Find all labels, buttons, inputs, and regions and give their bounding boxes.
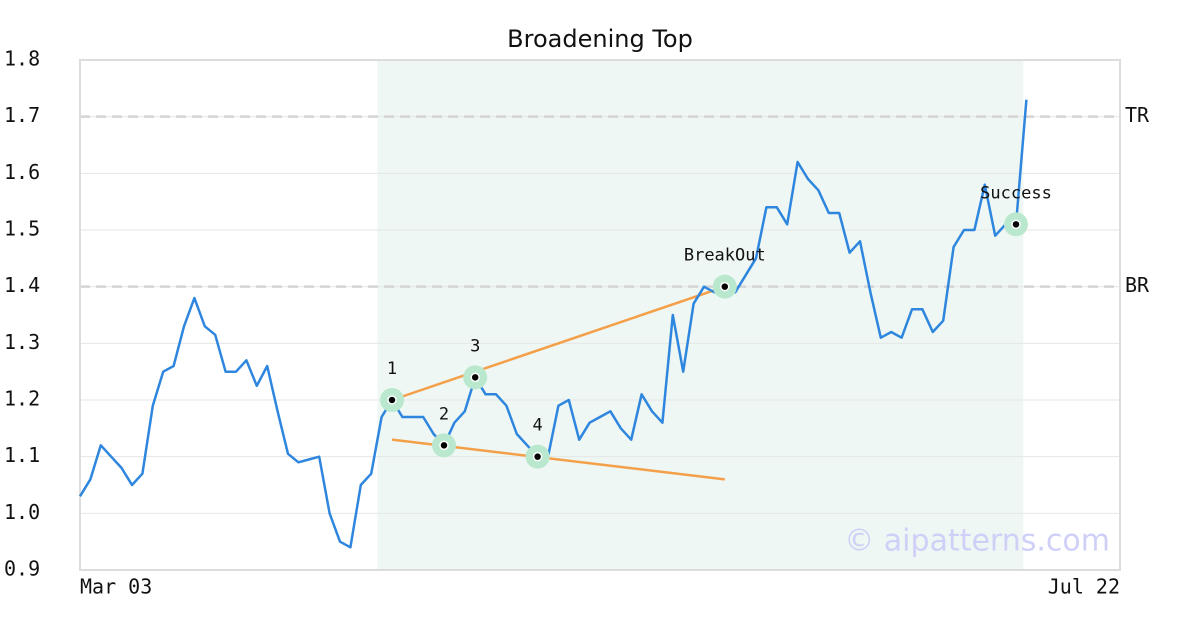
marker-label: BreakOut — [684, 246, 766, 266]
chart-title: Broadening Top — [507, 25, 693, 53]
x-tick-label: Mar 03 — [80, 575, 152, 599]
marker-label: Success — [980, 183, 1052, 203]
y-tick-label: 1.7 — [4, 103, 40, 127]
watermark: © aipatterns.com — [844, 524, 1110, 559]
marker-label: 3 — [470, 336, 480, 356]
y-tick-label: 1.3 — [4, 330, 40, 354]
plot-border — [79, 59, 1121, 571]
y-tick-label: 1.0 — [4, 500, 40, 524]
marker-dot — [439, 440, 449, 451]
marker-dot — [387, 395, 397, 405]
marker-dot — [470, 372, 480, 383]
marker-dot — [720, 281, 730, 292]
highlight-region — [377, 60, 1024, 570]
marker-label: 4 — [532, 416, 542, 436]
y-tick-label: 0.9 — [4, 557, 40, 581]
price-line — [78, 99, 1028, 549]
trend-line — [391, 285, 726, 402]
marker-label: 1 — [387, 359, 397, 379]
level-label: BR — [1125, 273, 1150, 297]
marker-dot — [532, 451, 543, 462]
y-tick-label: 1.8 — [4, 47, 40, 71]
y-tick-label: 1.1 — [4, 443, 40, 467]
x-tick-label: Jul 22 — [1048, 575, 1120, 599]
marker-dot — [1011, 219, 1021, 230]
y-tick-label: 1.4 — [4, 273, 40, 297]
marker-label: 2 — [439, 404, 449, 424]
y-tick-label: 1.5 — [4, 217, 40, 241]
y-tick-label: 1.6 — [4, 160, 40, 184]
y-tick-label: 1.2 — [4, 387, 40, 411]
level-label: TR — [1125, 103, 1150, 127]
